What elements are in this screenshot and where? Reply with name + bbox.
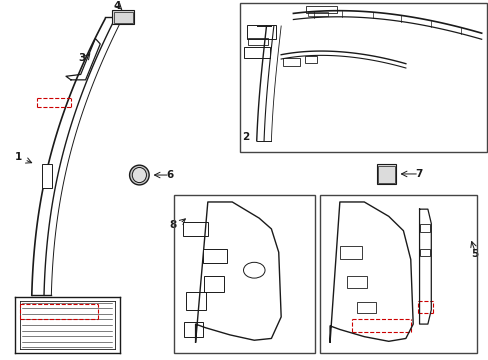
- Bar: [204, 276, 224, 292]
- Bar: [419, 224, 429, 233]
- Bar: [346, 276, 366, 288]
- Bar: [184, 322, 203, 337]
- Ellipse shape: [129, 165, 149, 185]
- Bar: [339, 246, 361, 260]
- Bar: [239, 3, 486, 152]
- Text: 7: 7: [415, 169, 422, 179]
- Text: 6: 6: [166, 170, 173, 180]
- Bar: [203, 249, 227, 263]
- Bar: [282, 58, 299, 66]
- Bar: [305, 6, 337, 13]
- Bar: [173, 195, 315, 353]
- Bar: [376, 164, 395, 184]
- Text: 1: 1: [15, 152, 22, 162]
- Bar: [246, 25, 276, 39]
- Bar: [183, 222, 207, 236]
- Bar: [248, 38, 267, 45]
- Bar: [356, 302, 375, 313]
- Bar: [320, 195, 476, 353]
- Bar: [244, 47, 269, 58]
- Bar: [377, 166, 394, 183]
- Text: 4: 4: [113, 1, 121, 11]
- Bar: [112, 10, 134, 24]
- Bar: [305, 56, 317, 63]
- Bar: [41, 164, 52, 188]
- Bar: [185, 292, 206, 310]
- Bar: [419, 249, 429, 256]
- Ellipse shape: [132, 167, 146, 183]
- Circle shape: [243, 262, 264, 278]
- Text: 8: 8: [169, 220, 177, 230]
- Text: 3: 3: [78, 53, 85, 63]
- Text: 2: 2: [242, 132, 249, 142]
- Bar: [114, 12, 132, 23]
- Bar: [307, 12, 327, 16]
- Text: 5: 5: [470, 249, 477, 259]
